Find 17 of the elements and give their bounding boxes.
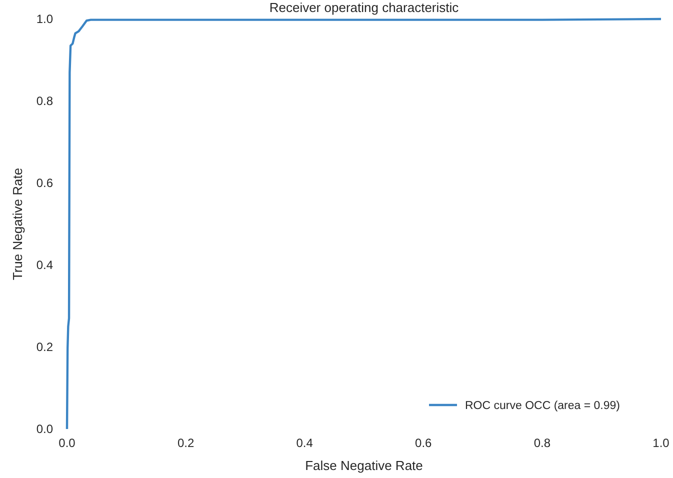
- y-tick-label: 0.8: [36, 94, 54, 108]
- legend-label: ROC curve OCC (area = 0.99): [465, 400, 620, 412]
- y-axis-title: True Negative Rate: [10, 168, 25, 280]
- x-tick-label: 0.2: [177, 436, 194, 450]
- y-tick-label: 0.0: [36, 422, 54, 436]
- x-tick-label: 1.0: [652, 436, 670, 450]
- chart-title: Receiver operating characteristic: [269, 0, 460, 15]
- x-tick-label: 0.8: [534, 436, 551, 450]
- x-tick-label: 0.6: [415, 436, 432, 450]
- y-tick-label: 0.4: [36, 258, 54, 272]
- line-series: [66, 18, 662, 430]
- y-tick-label: 0.2: [36, 340, 54, 354]
- x-axis-title: False Negative Rate: [305, 458, 423, 473]
- y-tick-label: 1.0: [36, 12, 54, 26]
- x-tick-label: 0.0: [58, 436, 76, 450]
- x-tick-label: 0.4: [296, 436, 314, 450]
- y-tick-label: 0.6: [36, 176, 54, 190]
